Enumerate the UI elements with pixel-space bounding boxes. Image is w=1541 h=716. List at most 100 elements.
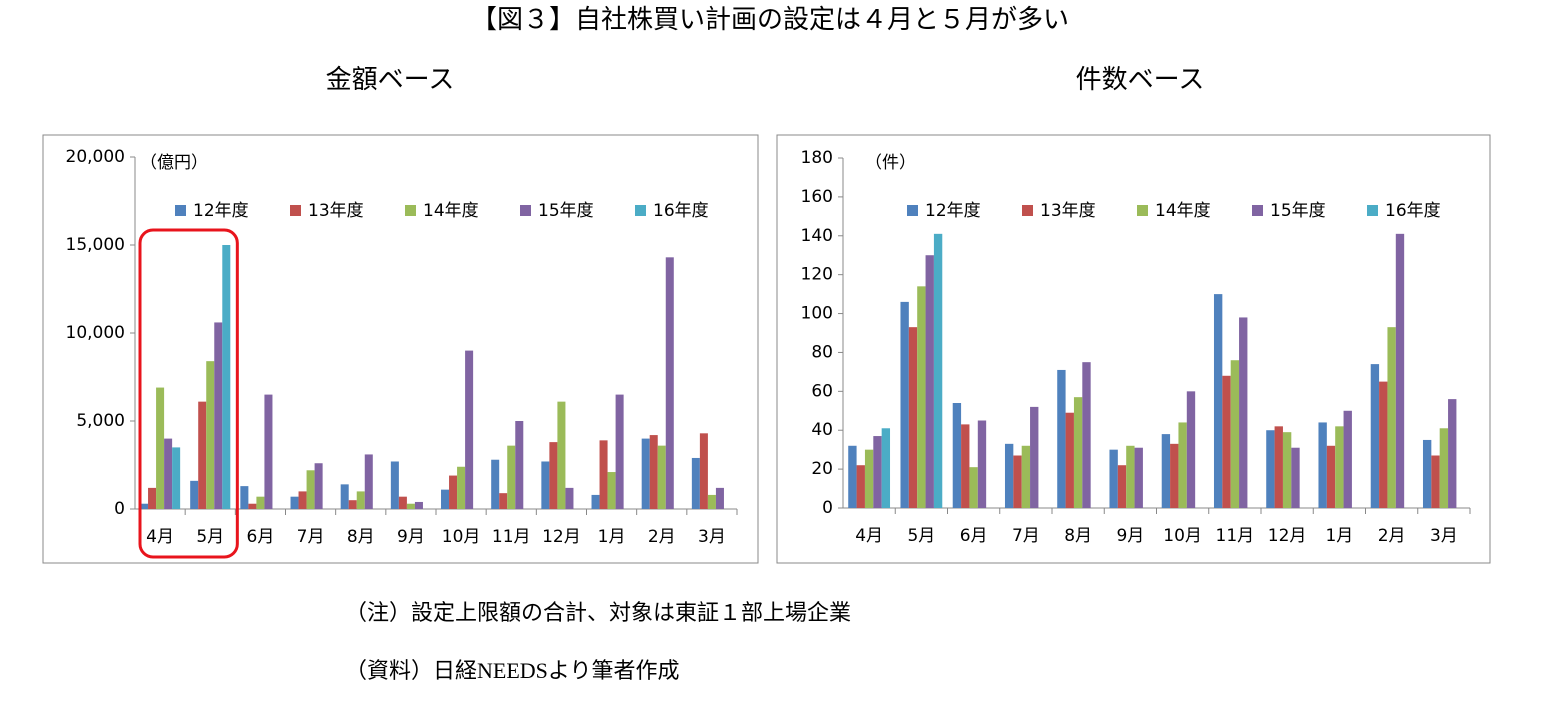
bar xyxy=(599,440,608,509)
bar xyxy=(449,475,458,509)
x-tick-label: 8月 xyxy=(347,527,375,547)
chart-frame xyxy=(776,134,1491,564)
bar xyxy=(306,470,315,509)
bar xyxy=(1057,369,1066,508)
y-tick-label: 15,000 xyxy=(66,235,125,255)
x-tick-label: 5月 xyxy=(907,526,935,546)
figure-title: 【図３】自社株買い計画の設定は４月と５月が多い xyxy=(471,5,1069,34)
bar xyxy=(1178,422,1187,508)
bar xyxy=(1186,391,1196,508)
bar xyxy=(264,394,273,509)
bar xyxy=(856,465,865,508)
bar xyxy=(198,401,207,509)
legend-label: 13年度 xyxy=(308,201,364,221)
bar xyxy=(240,486,249,509)
bar xyxy=(699,433,708,509)
legend-label: 12年度 xyxy=(193,201,249,221)
x-tick-label: 6月 xyxy=(247,527,275,547)
bar xyxy=(1030,406,1039,508)
bar xyxy=(222,245,231,509)
bar xyxy=(248,503,257,509)
bar xyxy=(190,480,199,509)
bar xyxy=(441,489,450,509)
x-tick-label: 4月 xyxy=(855,526,883,546)
note: （資料）日経NEEDSより筆者作成 xyxy=(345,658,679,683)
bar xyxy=(1395,233,1405,509)
bar xyxy=(1117,465,1127,508)
bar xyxy=(900,301,909,508)
bar xyxy=(607,472,616,509)
bar xyxy=(591,494,600,509)
legend-label: 14年度 xyxy=(1155,201,1211,221)
x-tick-label: 2月 xyxy=(648,527,676,547)
bar xyxy=(164,438,173,509)
x-tick-label: 4月 xyxy=(146,527,174,547)
x-tick-label: 9月 xyxy=(397,527,425,547)
bar xyxy=(1161,434,1171,508)
bar xyxy=(1004,443,1014,508)
x-tick-label: 11月 xyxy=(492,527,531,547)
bar xyxy=(952,403,962,508)
bar xyxy=(969,467,978,508)
y-tick-label: 10,000 xyxy=(66,323,125,343)
y-tick-label: 5,000 xyxy=(76,411,125,431)
bar xyxy=(1239,317,1248,508)
bar xyxy=(256,496,265,509)
y-axis-label: （億円） xyxy=(140,153,208,173)
bar xyxy=(908,327,918,508)
bar xyxy=(465,350,474,509)
bar xyxy=(290,496,299,509)
legend-swatch xyxy=(907,205,918,216)
legend-swatch xyxy=(1252,205,1263,216)
bar xyxy=(1439,428,1449,508)
x-tick-label: 9月 xyxy=(1116,526,1144,546)
bar xyxy=(881,428,891,508)
bar xyxy=(917,286,926,508)
x-tick-label: 3月 xyxy=(698,527,726,547)
bar xyxy=(1109,449,1118,508)
bar xyxy=(406,503,415,509)
bar xyxy=(1013,455,1022,508)
y-tick-label: 0 xyxy=(114,499,125,519)
bar xyxy=(1274,426,1283,508)
bar xyxy=(961,424,970,508)
legend-label: 14年度 xyxy=(423,201,479,221)
bar xyxy=(1134,447,1143,508)
y-tick-label: 160 xyxy=(801,187,833,207)
bar xyxy=(1291,447,1300,508)
bar xyxy=(649,435,658,509)
y-tick-label: 60 xyxy=(811,381,833,401)
bar xyxy=(140,503,149,509)
x-tick-label: 10月 xyxy=(1163,526,1202,546)
legend-swatch xyxy=(290,205,301,216)
x-tick-label: 1月 xyxy=(598,527,626,547)
legend-label: 15年度 xyxy=(1270,201,1326,221)
highlight-box xyxy=(138,228,239,559)
bar xyxy=(873,436,882,508)
bar xyxy=(541,461,550,509)
bar xyxy=(491,459,500,509)
y-tick-label: 180 xyxy=(801,148,833,168)
bar xyxy=(356,491,365,509)
bar xyxy=(925,255,934,508)
bar xyxy=(515,421,524,509)
bar xyxy=(214,322,223,509)
chart-frame xyxy=(42,134,759,564)
bar xyxy=(1379,381,1388,508)
bar xyxy=(1318,422,1327,508)
x-tick-label: 8月 xyxy=(1064,526,1092,546)
bar xyxy=(707,494,716,509)
bar xyxy=(1170,443,1179,508)
bar xyxy=(364,454,373,509)
legend-swatch xyxy=(1367,205,1378,216)
y-tick-label: 120 xyxy=(801,265,833,285)
bar xyxy=(549,442,558,509)
bar xyxy=(665,257,674,509)
x-tick-label: 12月 xyxy=(542,527,581,547)
bar xyxy=(148,487,157,509)
x-tick-label: 3月 xyxy=(1430,526,1458,546)
bar xyxy=(615,394,624,509)
bar xyxy=(1335,426,1344,508)
bar xyxy=(298,491,307,509)
bar xyxy=(348,500,357,509)
